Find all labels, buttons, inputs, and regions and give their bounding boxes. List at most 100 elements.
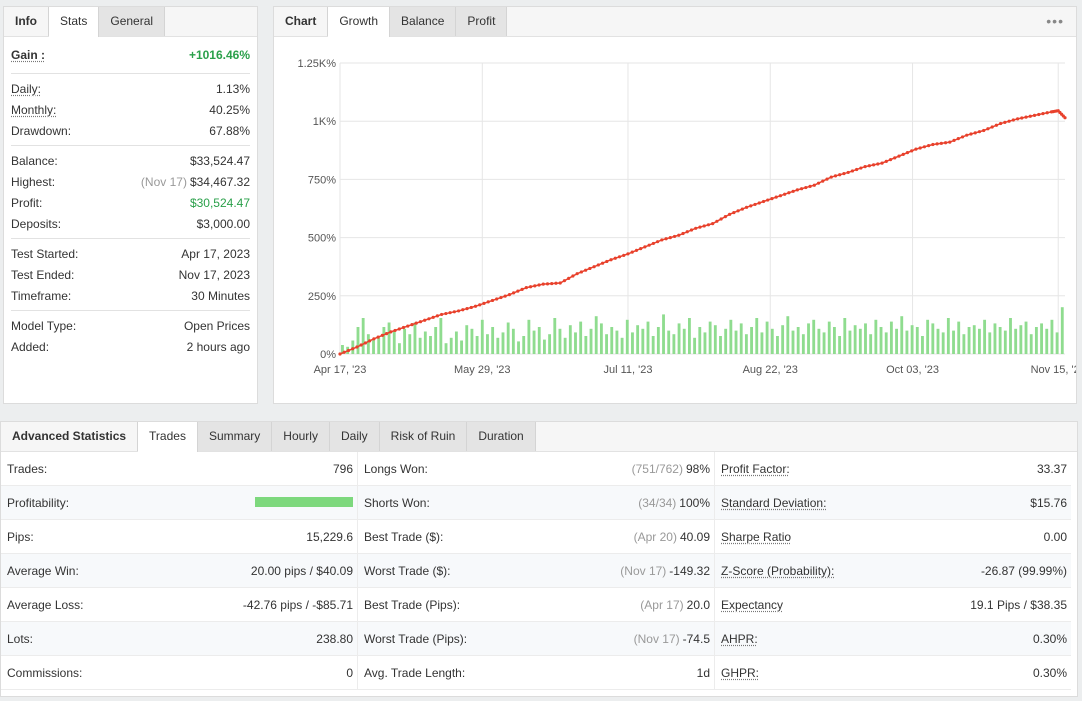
volume-bar <box>988 332 992 354</box>
volume-bar <box>926 319 930 354</box>
chart-menu-icon[interactable]: ••• <box>1046 13 1064 29</box>
growth-point <box>977 130 982 134</box>
deposits-value: $3,000.00 <box>196 216 250 231</box>
adv-label[interactable]: GHPR: <box>721 665 760 680</box>
adv-value: -42.76 pips / -$85.71 <box>243 598 353 612</box>
volume-bar <box>869 334 873 354</box>
tab-duration[interactable]: Duration <box>467 422 536 451</box>
growth-point <box>651 241 655 246</box>
volume-bar <box>853 325 857 354</box>
adv-value: (34/34) 100% <box>638 496 710 510</box>
growth-point <box>999 121 1003 126</box>
monthly-label[interactable]: Monthly: <box>11 102 57 117</box>
growth-point <box>397 327 401 331</box>
growth-point <box>346 348 351 353</box>
growth-point <box>812 183 816 187</box>
growth-point <box>685 230 689 234</box>
growth-point <box>338 352 342 356</box>
growth-point <box>647 243 651 247</box>
growth-point <box>351 347 355 351</box>
adv-value-text: 33.37 <box>1036 461 1067 476</box>
volume-bar <box>501 332 505 354</box>
growth-point <box>495 297 499 301</box>
volume-bar <box>688 318 691 354</box>
volume-bar <box>967 327 971 354</box>
volume-bar <box>480 319 484 354</box>
y-tick-label: 750% <box>308 174 336 186</box>
volume-bar <box>724 328 728 354</box>
y-tick-label: 500% <box>308 233 336 245</box>
growth-point <box>512 291 516 295</box>
volume-bar <box>978 328 981 354</box>
volume-bar <box>750 327 753 354</box>
y-tick-label: 0% <box>320 349 336 361</box>
growth-point <box>1024 115 1028 119</box>
volume-bar <box>677 323 681 354</box>
timeframe-row: Timeframe: 30 Minutes <box>11 285 250 306</box>
growth-point <box>1028 114 1032 118</box>
growth-point <box>393 328 397 333</box>
growth-point <box>918 146 922 150</box>
volume-bar <box>625 319 629 354</box>
volume-bar <box>931 323 935 354</box>
growth-point <box>380 333 384 337</box>
volume-bar <box>765 321 769 354</box>
volume-bar <box>496 337 500 354</box>
tab-hourly[interactable]: Hourly <box>272 422 330 451</box>
adv-label: Best Trade ($): <box>364 529 444 544</box>
tab-growth[interactable]: Growth <box>328 7 391 37</box>
adv-label[interactable]: Profit Factor: <box>721 461 790 476</box>
growth-point <box>499 295 503 300</box>
growth-point <box>761 199 766 204</box>
growth-point <box>876 162 880 166</box>
tab-trades[interactable]: Trades <box>138 422 198 452</box>
added-label: Added: <box>11 339 50 354</box>
growth-point <box>791 189 795 193</box>
growth-point <box>681 231 685 236</box>
tab-profit[interactable]: Profit <box>456 7 508 36</box>
daily-label[interactable]: Daily: <box>11 81 42 96</box>
growth-point <box>478 303 482 307</box>
tab-balance[interactable]: Balance <box>390 7 457 36</box>
growth-point <box>630 250 634 254</box>
volume-bar <box>1029 334 1033 354</box>
adv-value-detail: (Apr 20) <box>633 529 677 544</box>
volume-bar <box>1019 325 1023 354</box>
gain-label[interactable]: Gain : <box>11 48 46 62</box>
tab-daily[interactable]: Daily <box>329 422 380 451</box>
tab-summary[interactable]: Summary <box>197 422 273 451</box>
chart-tabs: Chart Growth Balance Profit <box>274 7 1076 37</box>
drawdown-row: Drawdown: 67.88% <box>11 120 250 141</box>
volume-bar <box>833 327 836 354</box>
volume-bar <box>755 318 759 354</box>
volume-bar <box>1014 328 1018 354</box>
adv-label[interactable]: Sharpe Ratio <box>721 529 792 544</box>
volume-bar <box>905 330 909 354</box>
adv-label: Avg. Trade Length: <box>364 665 466 680</box>
volume-bar <box>667 330 671 354</box>
adv-label[interactable]: Expectancy <box>721 597 784 612</box>
tab-stats[interactable]: Stats <box>49 7 100 37</box>
deposits-row: Deposits: $3,000.00 <box>11 213 250 234</box>
growth-point <box>545 282 550 286</box>
timeframe-label: Timeframe: <box>11 288 72 303</box>
growth-point <box>939 141 943 145</box>
adv-value-detail: (Nov 17) <box>620 563 667 578</box>
growth-point <box>757 201 761 205</box>
growth-point <box>1007 119 1011 123</box>
volume-bar <box>1045 328 1049 354</box>
adv-label[interactable]: Z-Score (Probability): <box>721 563 835 578</box>
volume-bar <box>1055 332 1059 354</box>
balance-row: Balance: $33,524.47 <box>11 150 250 171</box>
tab-general[interactable]: General <box>99 7 166 36</box>
growth-point <box>575 272 579 276</box>
adv-label[interactable]: AHPR: <box>721 631 758 646</box>
adv-label: Average Win: <box>7 563 79 578</box>
adv-label[interactable]: Standard Deviation: <box>721 495 827 510</box>
volume-bar <box>915 327 919 354</box>
tab-risk-of-ruin[interactable]: Risk of Ruin <box>379 422 468 451</box>
growth-point <box>465 307 469 311</box>
growth-point <box>744 205 749 209</box>
growth-point <box>723 215 727 219</box>
adv-value: 0.30% <box>1033 666 1067 680</box>
